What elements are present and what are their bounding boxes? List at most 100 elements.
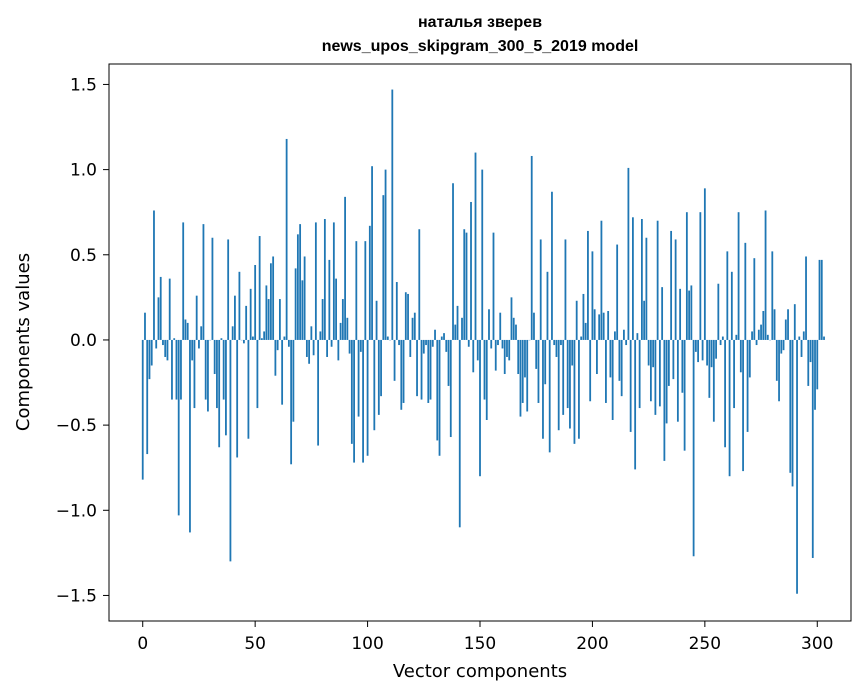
bar (492, 232, 495, 340)
bar (162, 339, 164, 346)
bar (366, 339, 369, 456)
x-tick-label: 150 (464, 634, 496, 654)
bar (569, 339, 571, 429)
bar (744, 242, 747, 340)
bar (407, 293, 409, 340)
bar (805, 256, 807, 340)
bar (672, 339, 675, 380)
bar (470, 201, 472, 340)
bar (247, 339, 250, 439)
bar (141, 339, 144, 480)
bar (798, 336, 801, 340)
bar (321, 299, 324, 340)
bar (458, 339, 461, 528)
bar (164, 339, 167, 357)
bar (364, 241, 367, 340)
bar (694, 339, 697, 352)
bar (402, 339, 405, 403)
bar (751, 331, 753, 340)
bar (535, 339, 538, 369)
bar (211, 237, 214, 340)
bar (195, 295, 198, 340)
bar (506, 339, 508, 357)
bar (679, 288, 682, 340)
bar (353, 339, 355, 463)
bar (461, 317, 463, 340)
bar (634, 339, 637, 470)
bar (287, 339, 290, 347)
bar (539, 239, 542, 340)
bar (404, 292, 407, 340)
bar (294, 268, 297, 340)
bar (605, 339, 607, 403)
bar (582, 293, 585, 340)
bar (422, 339, 425, 354)
y-tick-label: 1.5 (70, 75, 97, 95)
y-axis-label: Components values (13, 253, 34, 431)
bar (726, 251, 729, 340)
bar (193, 339, 196, 409)
bar (400, 339, 403, 410)
bar (706, 339, 708, 366)
bar (436, 339, 439, 441)
bar (515, 324, 517, 340)
bar (557, 339, 560, 431)
bar (640, 219, 643, 340)
bar (317, 339, 320, 446)
bar (524, 339, 526, 378)
bar (755, 339, 758, 346)
bar (290, 339, 293, 465)
bar (611, 339, 614, 420)
bar (670, 230, 673, 340)
bar (823, 336, 825, 340)
bar (218, 339, 221, 448)
bar (508, 339, 511, 361)
bar (796, 339, 798, 594)
bar (811, 339, 814, 558)
bar (220, 338, 223, 340)
bar (488, 309, 490, 340)
bar (656, 220, 659, 340)
bar (252, 336, 254, 340)
bar (177, 339, 180, 516)
bar (807, 339, 810, 386)
bar (681, 339, 684, 393)
bar (625, 339, 628, 346)
bar (787, 309, 789, 340)
bar (283, 336, 286, 340)
bar (632, 217, 634, 340)
bar (380, 339, 382, 397)
bar (697, 339, 699, 363)
bar (614, 331, 616, 340)
bar (816, 339, 819, 390)
bar (503, 339, 506, 375)
bar (712, 339, 715, 422)
bar (150, 339, 153, 366)
bar (616, 244, 619, 340)
bar (676, 339, 679, 422)
bar (578, 339, 580, 439)
bar (269, 263, 272, 340)
bar (580, 336, 583, 340)
bar (312, 339, 315, 356)
bar (202, 224, 205, 340)
bar (629, 339, 632, 432)
bar (222, 339, 225, 400)
bar (281, 339, 284, 405)
bar (308, 339, 311, 364)
y-tick-label: −1.0 (56, 501, 97, 521)
bar (587, 230, 589, 340)
bar (267, 299, 270, 340)
bar (600, 220, 603, 340)
bar (683, 339, 686, 451)
x-axis-ticks: 0 50 100 150 200 250 300 (137, 621, 833, 654)
bar (243, 339, 245, 344)
bar (791, 339, 794, 487)
bar (148, 339, 151, 380)
bar (753, 258, 756, 340)
bar (168, 278, 171, 340)
bar (591, 251, 594, 340)
bar (708, 339, 711, 398)
bar (643, 300, 646, 340)
bar (346, 317, 349, 340)
